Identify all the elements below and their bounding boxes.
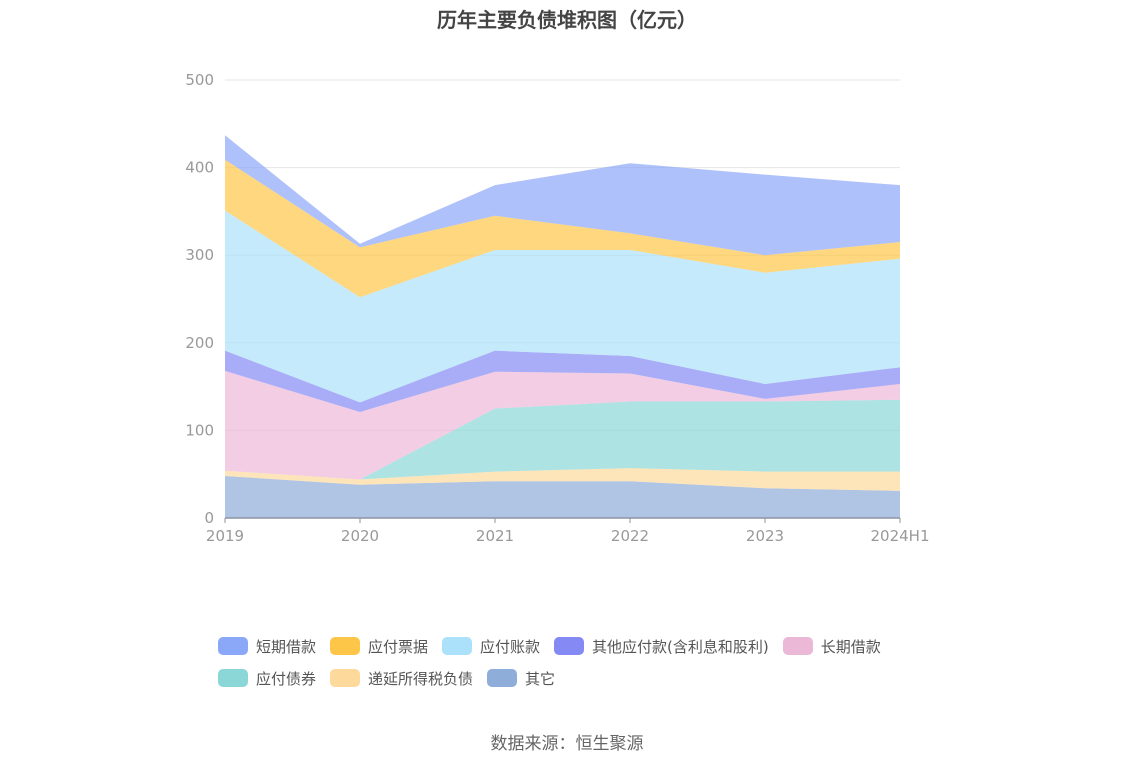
area-series-3[interactable] (225, 370, 900, 480)
x-tick-label: 2023 (746, 527, 784, 545)
legend-label: 递延所得税负债 (368, 669, 474, 688)
x-tick-label: 2022 (611, 527, 649, 545)
area-series-0[interactable] (225, 475, 900, 518)
area-series-7[interactable] (225, 135, 900, 256)
y-tick-label: 200 (185, 334, 214, 352)
legend-swatch (554, 637, 585, 655)
legend-item[interactable]: 递延所得税负债 (330, 668, 473, 689)
legend-label: 应付票据 (368, 637, 429, 656)
legend-item[interactable]: 应付债券 (218, 668, 316, 689)
area-series-6[interactable] (225, 159, 900, 298)
axes: 0 100 200 300 400 500 2019 2020 2021 2022 2023 2024… (185, 71, 929, 545)
y-tick-label: 300 (185, 246, 214, 264)
legend-item[interactable]: 长期借款 (782, 636, 881, 657)
legend-item[interactable]: 应付账款 (442, 636, 540, 657)
x-tick-label: 2024H1 (871, 527, 930, 545)
area-series-2[interactable] (225, 399, 900, 480)
legend-swatch (330, 637, 361, 655)
chart-title: 历年主要负债堆积图（亿元） (437, 8, 697, 32)
legend-swatch (218, 637, 248, 655)
legend-label: 其他应付款(含利息和股利) (592, 637, 769, 656)
legend-item[interactable]: 其他应付款(含利息和股利) (554, 636, 769, 657)
legend-swatch (218, 669, 248, 687)
legend-label: 应付账款 (480, 637, 541, 656)
area-series-5[interactable] (225, 210, 900, 403)
area-series-1[interactable] (225, 468, 900, 491)
legend-item[interactable]: 短期借款 (218, 636, 316, 657)
legend-label: 短期借款 (256, 637, 317, 656)
legend-label: 应付债券 (256, 669, 317, 688)
legend-swatch (330, 669, 361, 687)
x-tick-label: 2021 (476, 527, 514, 545)
stacked-area-chart: 0 100 200 300 400 500 2019 2020 2021 2022 2023 2024… (185, 71, 929, 545)
legend-row: 应付债券 递延所得税负债 其它 (218, 662, 938, 694)
area-series-group (225, 135, 900, 518)
x-tick-label: 2020 (341, 527, 379, 545)
data-source-note: 数据来源：恒生聚源 (490, 734, 644, 754)
legend-item[interactable]: 应付票据 (330, 636, 428, 657)
y-tick-label: 0 (204, 509, 214, 527)
legend-label: 长期借款 (820, 637, 881, 656)
legend: 短期借款 应付票据 应付账款 其他应付款(含利息和股利) 长期借款 应付债券 递延所得税负… (218, 630, 938, 694)
legend-swatch (782, 637, 813, 655)
y-tick-label: 100 (185, 421, 214, 439)
area-series-4[interactable] (225, 350, 900, 413)
y-tick-label: 400 (185, 159, 214, 177)
legend-item[interactable]: 其它 (487, 668, 555, 689)
legend-swatch (442, 637, 473, 655)
x-tick-label: 2019 (206, 527, 244, 545)
y-tick-label: 500 (185, 71, 214, 89)
legend-swatch (487, 669, 518, 687)
legend-label: 其它 (525, 669, 556, 688)
legend-row: 短期借款 应付票据 应付账款 其他应付款(含利息和股利) 长期借款 (218, 630, 938, 662)
